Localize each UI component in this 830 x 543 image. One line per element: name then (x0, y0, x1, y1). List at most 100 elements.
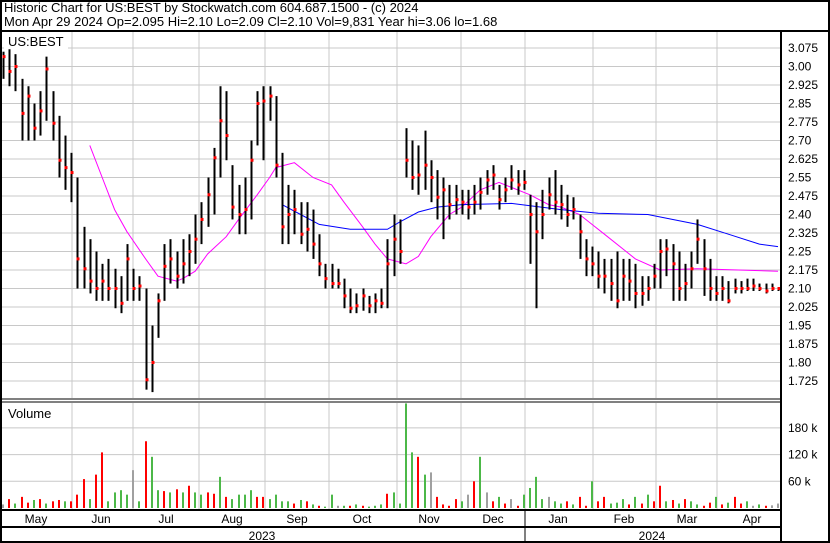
close-marker (194, 237, 198, 241)
price-bar (312, 209, 316, 259)
month-axis: May Jun Jul Aug Sep Oct Nov Dec Jan Feb Mar Apr (25, 512, 762, 526)
price-bar (132, 268, 136, 301)
price-bar (467, 189, 471, 220)
volume-axis: 180 k 120 k 60 k (788, 421, 818, 488)
close-marker (337, 282, 341, 286)
month-label: May (25, 512, 48, 526)
price-bar (343, 278, 347, 309)
price-bar (585, 239, 589, 277)
close-marker (541, 213, 545, 216)
close-marker (709, 287, 713, 290)
price-tick-label: 2.325 (788, 226, 818, 240)
volume-bar (262, 496, 264, 508)
price-bar (616, 251, 620, 309)
volume-label: Volume (8, 406, 51, 421)
price-bar (386, 239, 390, 309)
volume-bar (678, 503, 680, 508)
price-tick-label: 2.85 (788, 97, 812, 111)
price-bar (219, 86, 223, 178)
close-marker (430, 176, 434, 179)
close-marker (331, 282, 335, 286)
close-marker (424, 163, 428, 167)
price-bar (498, 184, 502, 210)
volume-bar (207, 492, 209, 508)
month-label: Apr (743, 512, 762, 526)
volume-bar (529, 487, 531, 508)
close-marker (529, 213, 533, 216)
volume-bar (300, 499, 302, 508)
price-bar (610, 258, 614, 301)
close-marker (411, 176, 415, 179)
price-bar (324, 263, 328, 289)
close-marker (287, 213, 291, 216)
price-bar (368, 295, 372, 314)
price-bar (591, 246, 595, 277)
price-bar (758, 283, 762, 291)
volume-bar (238, 494, 240, 508)
close-marker (467, 205, 471, 209)
volume-bar (275, 494, 277, 508)
price-bar (126, 244, 130, 301)
volume-bar (709, 502, 711, 508)
price-tick-label: 2.475 (788, 189, 818, 203)
close-marker (368, 304, 372, 308)
close-marker (653, 274, 657, 278)
volume-bar (504, 503, 506, 508)
volume-tick-label: 180 k (788, 421, 818, 435)
close-marker (269, 94, 273, 98)
close-marker (83, 267, 87, 271)
price-tick-label: 1.95 (788, 319, 812, 333)
price-bar (659, 239, 663, 289)
close-marker (566, 213, 570, 216)
price-bar (461, 189, 465, 215)
volume-bar (455, 499, 457, 508)
volume-bar (405, 403, 407, 508)
close-marker (393, 237, 397, 241)
volume-bar (52, 501, 54, 508)
close-marker (2, 55, 6, 59)
price-bar (678, 251, 682, 301)
price-bar (411, 140, 415, 190)
close-marker (14, 65, 18, 68)
close-marker (560, 203, 564, 207)
price-bar (231, 165, 235, 220)
volume-bar (306, 501, 308, 508)
price-bar (560, 184, 564, 220)
price-bar (579, 214, 583, 259)
volume-bar (176, 489, 178, 508)
volume-bar (244, 494, 246, 508)
close-marker (386, 262, 390, 266)
volume-bar (634, 496, 636, 508)
volume-bar (380, 504, 382, 508)
close-marker (275, 163, 279, 167)
price-bar (213, 147, 217, 215)
close-marker (114, 287, 118, 290)
close-marker (132, 287, 136, 290)
close-marker (120, 301, 124, 305)
close-marker (306, 227, 310, 231)
volume-bar (752, 505, 754, 508)
price-bar (157, 293, 161, 338)
close-marker (262, 99, 266, 103)
price-bar (473, 184, 477, 215)
price-bar (207, 177, 211, 227)
close-marker (634, 291, 638, 295)
volume-bar (182, 492, 184, 508)
volume-bar (70, 501, 72, 508)
close-marker (510, 178, 514, 182)
volume-bar (318, 505, 320, 508)
volume-bar (417, 456, 419, 508)
volume-tick-label: 120 k (788, 448, 818, 462)
price-bar (393, 214, 397, 277)
price-bar (603, 258, 607, 294)
volume-bar (610, 503, 612, 508)
price-bar (120, 276, 124, 314)
price-bar (690, 251, 694, 289)
close-marker (8, 69, 12, 73)
volume-bar (597, 501, 599, 508)
close-marker (436, 195, 440, 199)
close-marker (219, 119, 223, 123)
close-marker (758, 287, 762, 290)
price-bar (8, 49, 12, 87)
